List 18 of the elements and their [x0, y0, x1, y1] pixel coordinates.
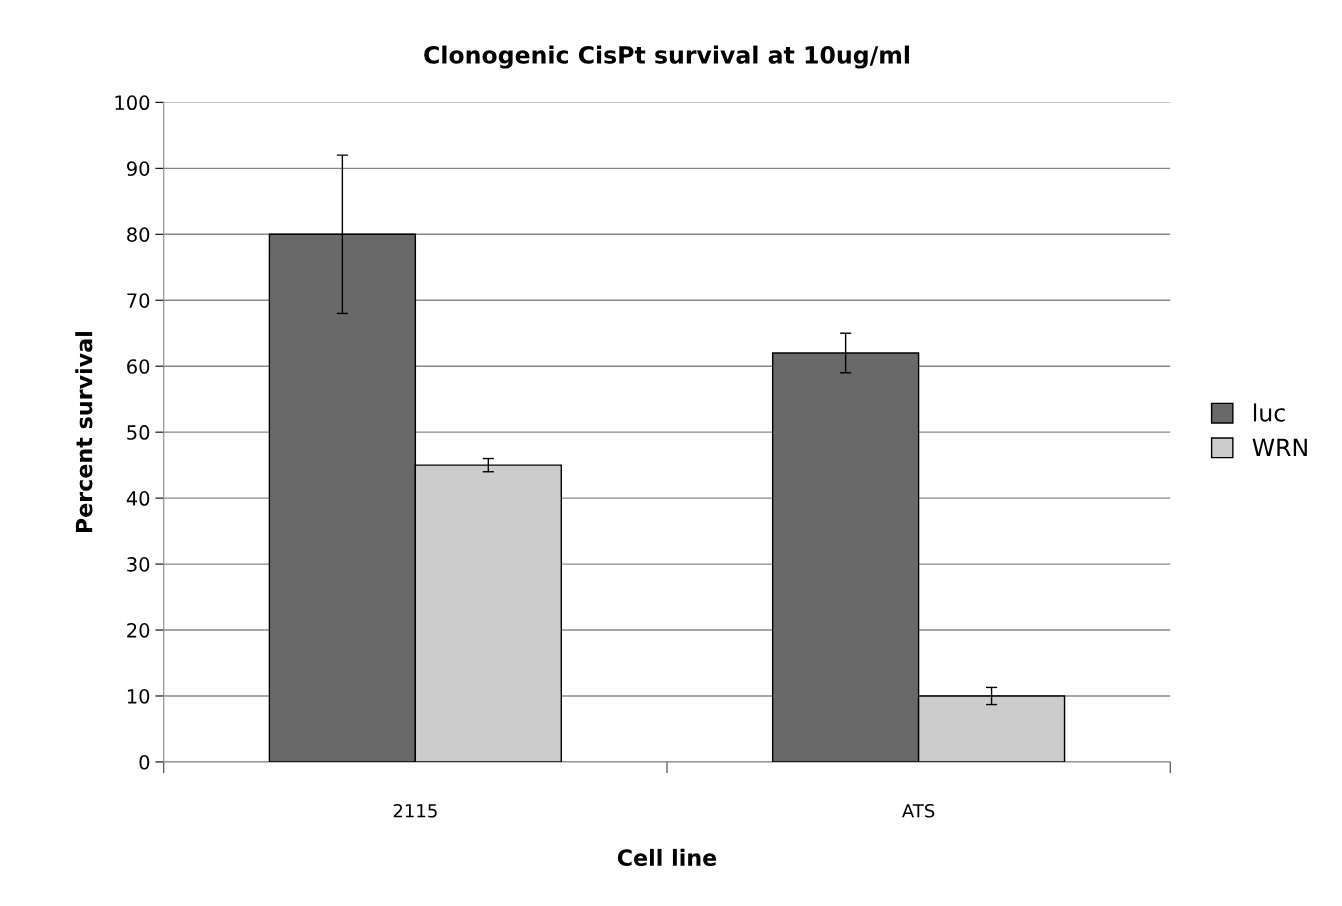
- y-tick-label: 10: [127, 688, 150, 704]
- legend-label: WRN: [1252, 438, 1307, 457]
- x-axis-title: Cell line: [617, 848, 717, 867]
- y-axis-title: Percent survival: [75, 332, 93, 533]
- y-tick-label: 0: [139, 754, 150, 770]
- y-tick-label: 70: [127, 293, 150, 308]
- legend-label: luc: [1253, 403, 1285, 422]
- y-tick-label: 30: [127, 557, 150, 572]
- y-tick-label: 50: [127, 425, 150, 440]
- y-tick-label: 40: [126, 491, 150, 506]
- y-tick-label: 20: [127, 622, 150, 638]
- chart-title: Clonogenic CisPt survival at 10ug/ml: [424, 45, 909, 69]
- y-tick-label: 60: [127, 359, 150, 374]
- y-tick-label: 80: [127, 227, 150, 242]
- x-tick-label: 2115: [393, 803, 437, 818]
- y-tick-label: 100: [115, 95, 150, 111]
- x-tick-label: ATS: [902, 803, 935, 818]
- y-tick-label: 90: [127, 161, 150, 176]
